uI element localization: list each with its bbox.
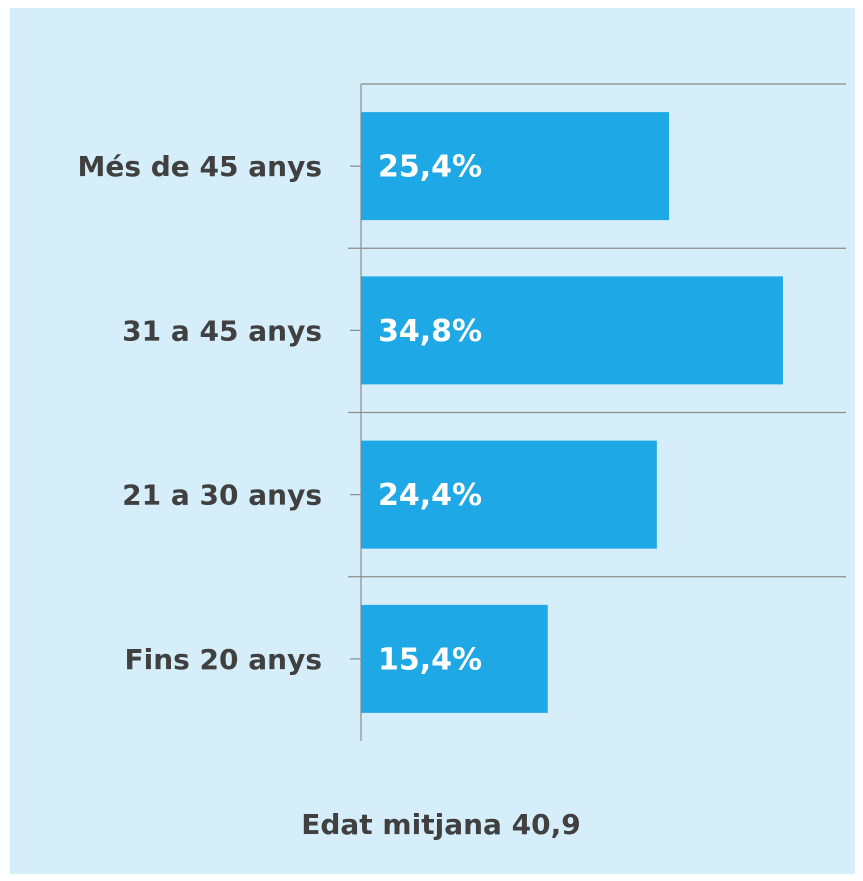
value-label: 34,8% (378, 314, 482, 349)
bar (361, 440, 657, 549)
annotation: Edat mitjana 40,9 (301, 808, 581, 841)
bar (361, 112, 669, 221)
y-tick-label: 21 a 30 anys (122, 479, 322, 512)
y-tick-label: Fins 20 anys (124, 643, 322, 676)
bar (361, 276, 783, 385)
bar (361, 604, 548, 713)
value-label: 25,4% (378, 150, 482, 185)
value-label: 24,4% (378, 478, 482, 513)
y-tick-label: Més de 45 anys (77, 150, 322, 183)
y-tick-label: 31 a 45 anys (122, 314, 322, 347)
value-label: 15,4% (378, 642, 482, 677)
